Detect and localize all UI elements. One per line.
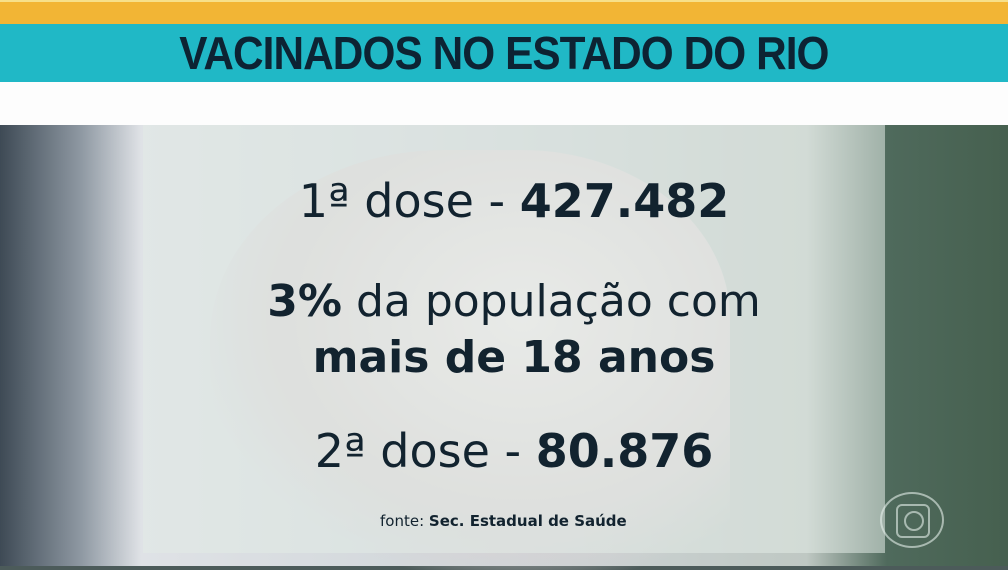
second-dose-line: 2ª dose - 80.876 — [143, 424, 885, 478]
first-dose-label: 1ª dose - — [298, 174, 520, 228]
age-line: mais de 18 anos — [143, 332, 885, 383]
second-dose-value: 80.876 — [535, 424, 714, 478]
second-dose-label: 2ª dose - — [314, 424, 536, 478]
percent-value: 3% — [267, 276, 342, 327]
page-title: VACINADOS NO ESTADO DO RIO — [179, 27, 829, 79]
info-panel — [143, 125, 885, 553]
first-dose-line: 1ª dose - 427.482 — [143, 174, 885, 228]
source-label: fonte: — [380, 512, 429, 530]
source-line: fonte: Sec. Estadual de Saúde — [380, 512, 627, 530]
first-dose-value: 427.482 — [519, 174, 730, 228]
white-band — [0, 82, 1008, 125]
top-stripe — [0, 0, 1008, 24]
source-value: Sec. Estadual de Saúde — [428, 512, 627, 530]
age-text: mais de 18 anos — [312, 332, 716, 383]
percent-text: da população com — [341, 276, 761, 327]
title-bar: VACINADOS NO ESTADO DO RIO — [0, 24, 1008, 82]
globo-logo-icon — [880, 492, 944, 548]
percent-line: 3% da população com — [143, 276, 885, 327]
